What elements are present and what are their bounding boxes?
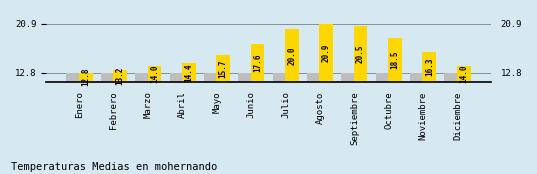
Text: 18.5: 18.5 xyxy=(390,51,400,69)
Text: 20.0: 20.0 xyxy=(287,46,296,65)
Bar xyxy=(204,73,217,150)
Text: 13.2: 13.2 xyxy=(115,67,125,85)
Bar xyxy=(238,73,252,150)
Bar xyxy=(135,73,149,150)
Text: 16.3: 16.3 xyxy=(425,57,434,76)
Bar xyxy=(79,73,92,150)
Text: 15.7: 15.7 xyxy=(219,59,228,78)
Bar xyxy=(170,73,183,150)
Bar xyxy=(148,66,161,150)
Bar xyxy=(457,66,470,150)
Bar xyxy=(307,73,321,150)
Bar xyxy=(182,63,195,150)
Text: 12.8: 12.8 xyxy=(81,68,90,86)
Bar xyxy=(273,73,286,150)
Bar xyxy=(423,52,436,150)
Bar xyxy=(410,73,424,150)
Bar xyxy=(101,73,114,150)
Bar xyxy=(216,55,230,150)
Bar xyxy=(320,24,333,150)
Bar xyxy=(113,70,127,150)
Bar xyxy=(388,38,402,150)
Text: 17.6: 17.6 xyxy=(253,53,262,72)
Text: 14.4: 14.4 xyxy=(184,63,193,82)
Text: 14.0: 14.0 xyxy=(459,64,468,83)
Bar xyxy=(354,26,367,150)
Text: Temperaturas Medias en mohernando: Temperaturas Medias en mohernando xyxy=(11,162,217,172)
Text: 20.5: 20.5 xyxy=(356,45,365,63)
Bar xyxy=(285,29,299,150)
Text: 14.0: 14.0 xyxy=(150,64,159,83)
Bar xyxy=(445,73,458,150)
Bar xyxy=(376,73,389,150)
Bar xyxy=(67,73,80,150)
Text: 20.9: 20.9 xyxy=(322,44,331,62)
Bar xyxy=(342,73,355,150)
Bar xyxy=(251,44,264,150)
